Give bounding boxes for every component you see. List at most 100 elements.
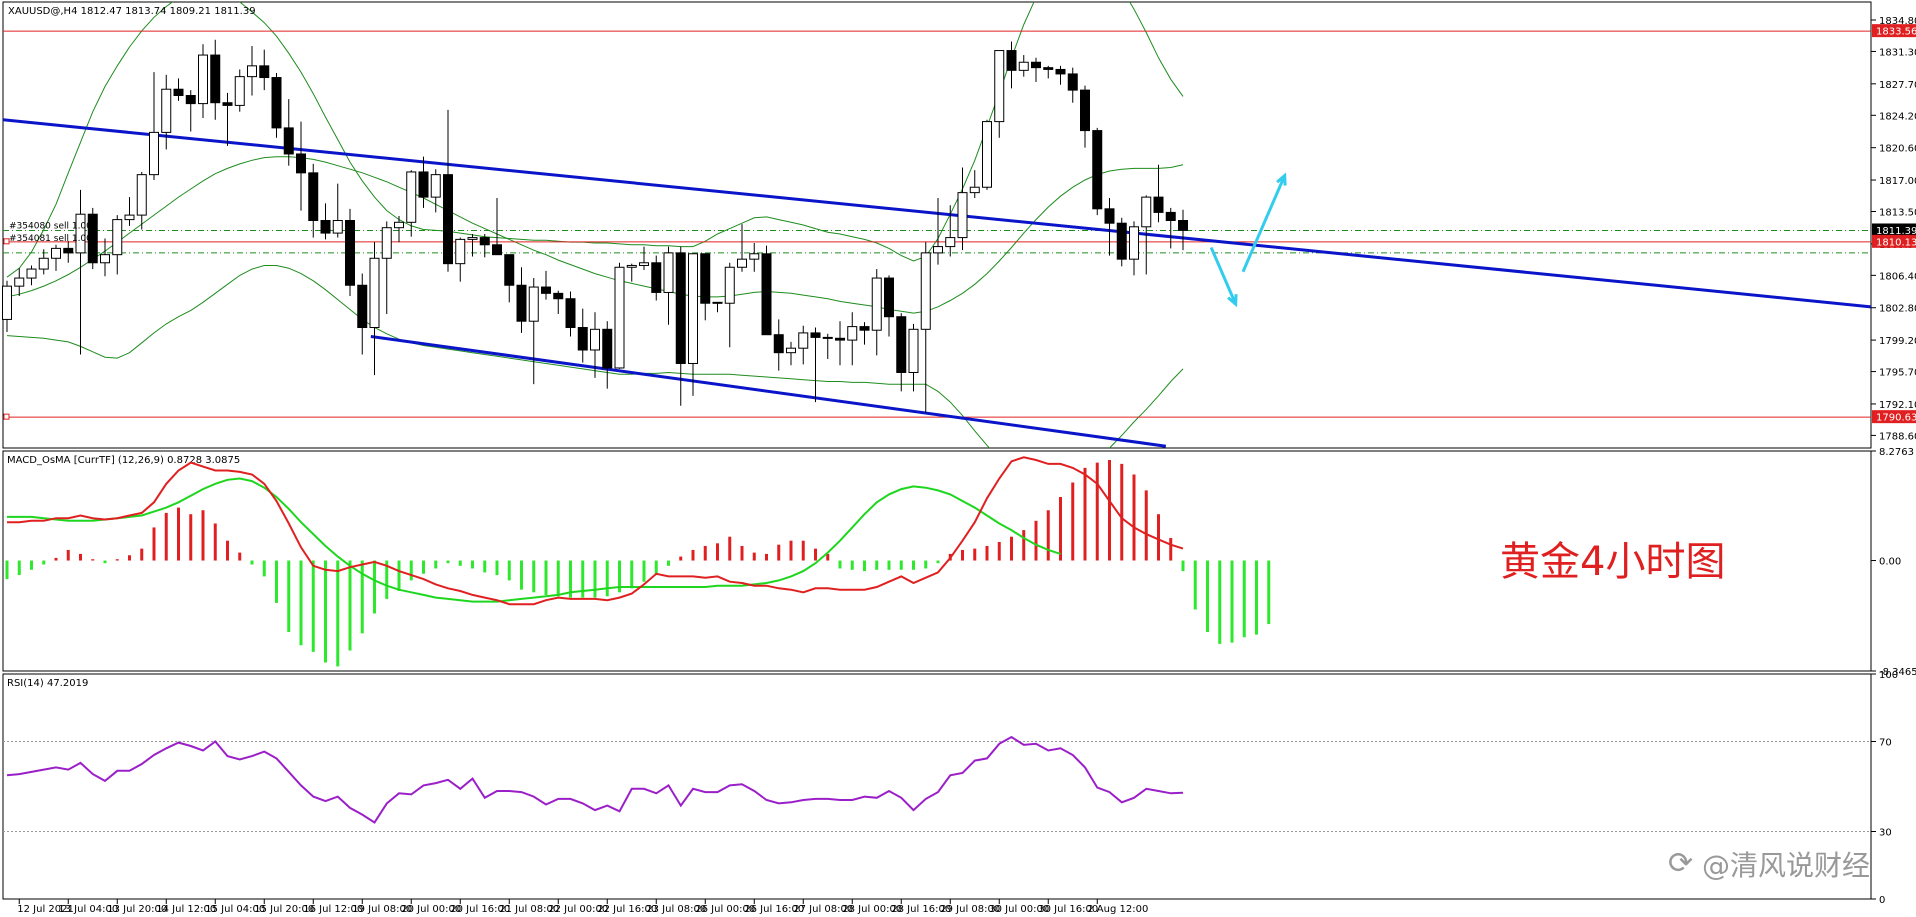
candle-bear — [210, 54, 221, 104]
candle-bull — [590, 328, 600, 351]
signal-line — [7, 477, 1061, 603]
candle-bull — [100, 254, 110, 264]
candle-bear — [541, 286, 551, 294]
macd-panel[interactable]: MACD_OsMA [CurrTF] (12,26,9) 0.8728 3.08… — [2, 447, 1916, 678]
candle-bull — [945, 237, 956, 248]
candle-bear — [1153, 196, 1164, 213]
price-panel-border — [2, 1, 1872, 449]
time-tick-label: 23 Jul 08:00 — [646, 904, 706, 915]
candle-bull — [234, 76, 245, 106]
price-tick-label: 1824.20 — [1879, 111, 1916, 122]
up-arrow[interactable] — [1241, 172, 1287, 273]
price-tick-label: 1820.60 — [1879, 144, 1916, 155]
time-tick-label: 22 Jul 16:00 — [597, 904, 657, 915]
candle-bear — [1116, 222, 1127, 260]
candle-bear — [700, 253, 711, 304]
candle-bull — [406, 171, 417, 223]
candle-bear — [345, 220, 355, 286]
candle-bull — [161, 88, 172, 133]
up-arrow-shaft — [1241, 174, 1287, 273]
order-label: #354080 sell 1.00 — [9, 221, 92, 231]
candle-bear — [577, 327, 588, 351]
candle-bear — [1165, 211, 1176, 222]
candle-bull — [75, 213, 86, 254]
down-arrow[interactable] — [1209, 246, 1238, 308]
rsi-levels — [3, 741, 1871, 832]
candle-bull — [920, 252, 931, 330]
price-label-box — [1872, 24, 1916, 38]
price-panel[interactable]: XAUUSD@,H4 1812.47 1813.74 1809.21 1811.… — [2, 0, 1916, 492]
rsi-tick-label: 0 — [1879, 895, 1885, 906]
candle-bull — [198, 54, 208, 105]
candle-bull — [2, 285, 12, 320]
candle-bull — [614, 266, 625, 369]
rsi-panel[interactable]: RSI(14) 47.2019 100 70 30 0 ⟳ @清风说财经 — [2, 670, 1898, 906]
time-tick-label: 20 Jul 00:00 — [401, 904, 461, 915]
price-label-box — [1872, 234, 1916, 248]
watermark-text: @清风说财经 — [1702, 849, 1870, 882]
candle-bull — [467, 237, 478, 240]
macd-tick-label: 0.00 — [1879, 557, 1901, 568]
time-tick-label: 27 Jul 08:00 — [793, 904, 853, 915]
candle-bear — [87, 213, 98, 264]
candle-bull — [381, 227, 392, 259]
price-tick-label: 1813.50 — [1879, 208, 1916, 219]
candle-bear — [1031, 61, 1041, 69]
price-tick-label: 1817.00 — [1879, 176, 1916, 187]
candle-bull — [982, 121, 992, 188]
candle-bear — [504, 254, 515, 286]
candle-bull — [688, 253, 698, 364]
price-tick-label: 1831.30 — [1879, 47, 1916, 58]
time-tick-label: 2 Aug 12:00 — [1087, 904, 1148, 915]
candle-bull — [332, 220, 343, 234]
candle-bear — [492, 244, 502, 256]
candle-bull — [124, 214, 135, 221]
bb-middle-line — [6, 156, 1184, 314]
candle-bull — [724, 266, 735, 304]
time-tick-label: 28 Jul 00:00 — [842, 904, 902, 915]
candle-bear — [185, 95, 196, 105]
forecast-arrows[interactable] — [1209, 172, 1287, 308]
price-label-text: 1810.13 — [1876, 237, 1916, 248]
price-tick-label: 1799.20 — [1879, 336, 1916, 347]
candle-bull — [14, 277, 25, 287]
time-tick-label: 21 Jul 08:00 — [499, 904, 559, 915]
candle-bull — [112, 219, 123, 256]
trend-lines[interactable] — [3, 118, 1871, 448]
candle-bear — [1178, 220, 1188, 231]
price-label-text: 1790.63 — [1876, 413, 1916, 424]
candle-bull — [871, 277, 882, 331]
candlesticks — [2, 39, 1188, 413]
candle-bear — [296, 153, 306, 174]
candle-bear — [1104, 208, 1115, 224]
candle-bear — [675, 252, 686, 364]
candle-bull — [1129, 226, 1139, 260]
time-tick-label: 26 Jul 16:00 — [744, 904, 804, 915]
candle-bear — [1080, 89, 1090, 132]
price-label-text: 1811.39 — [1876, 226, 1916, 237]
time-tick-label: 30 Jul 00:00 — [989, 904, 1049, 915]
rsi-tick-label: 70 — [1879, 738, 1892, 749]
candle-bear — [1055, 68, 1066, 75]
order-handle — [3, 238, 10, 245]
upper-trendline — [3, 118, 1871, 309]
candle-bear — [357, 284, 368, 329]
chart-annotation: 黄金4小时图 — [1500, 539, 1725, 585]
candle-bear — [1006, 50, 1017, 71]
candle-bear — [283, 127, 294, 155]
symbol-info: XAUUSD@,H4 1812.47 1813.74 1809.21 1811.… — [8, 6, 256, 17]
candle-bear — [553, 292, 564, 300]
candle-bear — [63, 247, 74, 254]
candle-bear — [1067, 73, 1078, 91]
horizontal-levels[interactable] — [3, 30, 1871, 420]
candle-bear — [773, 334, 784, 354]
time-tick-label: 19 Jul 08:00 — [352, 904, 412, 915]
rsi-line — [6, 735, 1184, 824]
candle-bull — [933, 246, 943, 254]
watermark-icon: ⟳ — [1668, 846, 1693, 881]
candle-bear — [443, 174, 453, 265]
candle-bull — [957, 192, 968, 239]
price-tick-label: 1792.10 — [1879, 400, 1916, 411]
